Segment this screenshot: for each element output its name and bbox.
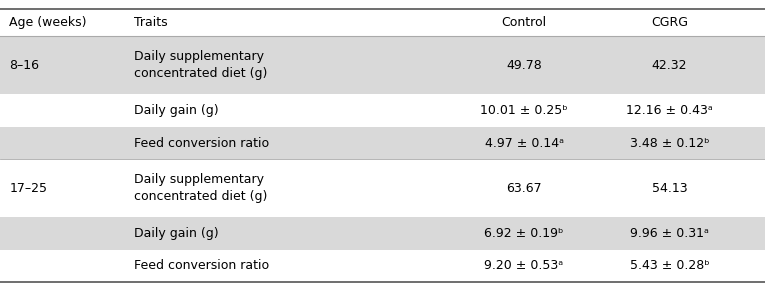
Bar	[0, 36, 765, 94]
Text: Traits: Traits	[134, 16, 168, 29]
Text: Feed conversion ratio: Feed conversion ratio	[134, 136, 269, 150]
Text: 10.01 ± 0.25ᵇ: 10.01 ± 0.25ᵇ	[480, 104, 568, 117]
Text: 63.67: 63.67	[506, 182, 542, 195]
Text: 9.20 ± 0.53ᵃ: 9.20 ± 0.53ᵃ	[484, 259, 564, 272]
Bar	[0, 94, 765, 127]
Text: Feed conversion ratio: Feed conversion ratio	[134, 259, 269, 272]
Text: concentrated diet (g): concentrated diet (g)	[134, 67, 267, 80]
Text: 3.48 ± 0.12ᵇ: 3.48 ± 0.12ᵇ	[630, 136, 709, 150]
Text: 6.92 ± 0.19ᵇ: 6.92 ± 0.19ᵇ	[484, 227, 564, 240]
Text: Control: Control	[502, 16, 546, 29]
Text: Daily supplementary: Daily supplementary	[134, 50, 264, 63]
Text: 49.78: 49.78	[506, 59, 542, 72]
Bar	[0, 250, 765, 282]
Text: Daily gain (g): Daily gain (g)	[134, 227, 219, 240]
Text: 4.97 ± 0.14ᵃ: 4.97 ± 0.14ᵃ	[484, 136, 564, 150]
Text: 17–25: 17–25	[9, 182, 47, 195]
Text: concentrated diet (g): concentrated diet (g)	[134, 190, 267, 203]
Text: Daily supplementary: Daily supplementary	[134, 173, 264, 186]
Text: 12.16 ± 0.43ᵃ: 12.16 ± 0.43ᵃ	[626, 104, 713, 117]
Bar	[0, 127, 765, 159]
Text: Daily gain (g): Daily gain (g)	[134, 104, 219, 117]
Text: 8–16: 8–16	[9, 59, 39, 72]
Text: 5.43 ± 0.28ᵇ: 5.43 ± 0.28ᵇ	[630, 259, 709, 272]
Text: 54.13: 54.13	[652, 182, 687, 195]
Text: Age (weeks): Age (weeks)	[9, 16, 86, 29]
Text: 9.96 ± 0.31ᵃ: 9.96 ± 0.31ᵃ	[630, 227, 709, 240]
Bar	[0, 159, 765, 217]
Text: CGRG: CGRG	[651, 16, 688, 29]
Bar	[0, 217, 765, 250]
Text: 42.32: 42.32	[652, 59, 687, 72]
